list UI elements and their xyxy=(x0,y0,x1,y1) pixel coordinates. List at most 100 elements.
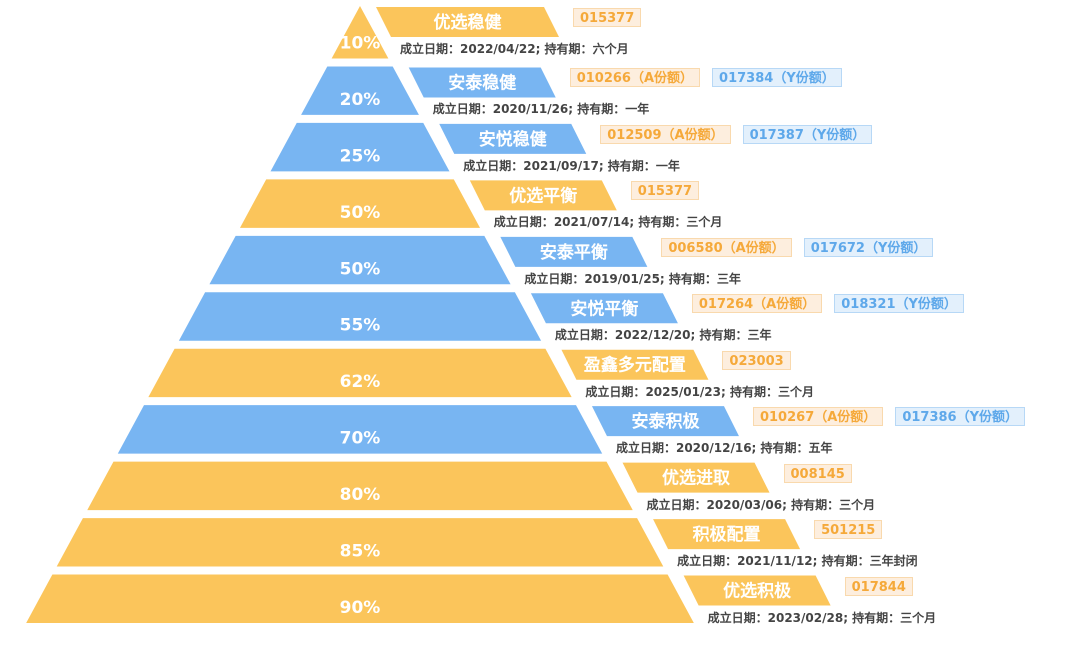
fund-code-a-tag: 010267（A份额） xyxy=(752,407,884,427)
info-prefix: 成立日期： xyxy=(463,158,524,173)
fund-name-label: 安悦稳健 xyxy=(479,129,547,150)
tier-name-tab xyxy=(408,67,556,98)
fund-name-label: 安悦平衡 xyxy=(570,298,638,319)
fund-code-y-tag: 017672（Y份额） xyxy=(803,237,934,257)
info-separator: ; 持有期： xyxy=(721,384,778,399)
holding-period: 三个月 xyxy=(686,215,723,230)
fund-info-line: 成立日期：2023/02/28; 持有期：三个月 xyxy=(708,609,937,626)
info-prefix: 成立日期： xyxy=(400,42,461,56)
fund-code-a-tag: 012509（A份额） xyxy=(600,124,731,144)
info-separator: ; 持有期： xyxy=(598,158,656,173)
tier-name-tab xyxy=(622,462,770,493)
fund-name-label: 优选平衡 xyxy=(509,185,577,206)
fund-info-line: 成立日期：2019/01/25; 持有期：三年 xyxy=(524,270,741,287)
established-date: 2022/04/22 xyxy=(460,42,536,56)
info-prefix: 成立日期： xyxy=(615,441,676,456)
info-prefix: 成立日期： xyxy=(493,215,554,230)
fund-name-label: 优选稳健 xyxy=(434,12,502,33)
info-prefix: 成立日期： xyxy=(707,610,768,625)
info-prefix: 成立日期： xyxy=(677,554,738,569)
pyramid-tier xyxy=(178,292,542,341)
info-separator: ; 持有期： xyxy=(843,610,901,625)
tier-percent-label: 80% xyxy=(340,485,381,505)
holding-period: 五年 xyxy=(808,441,833,456)
info-separator: ; 持有期： xyxy=(751,441,809,456)
tier-name-tab xyxy=(653,519,801,550)
fund-info-line: 成立日期：2020/11/26; 持有期：一年 xyxy=(433,100,650,117)
tier-name-tab xyxy=(439,123,587,154)
pyramid-tier xyxy=(270,122,450,172)
established-date: 2020/12/16 xyxy=(675,441,752,456)
holding-period: 六个月 xyxy=(592,42,629,56)
pyramid-tier xyxy=(148,348,572,398)
established-date: 2019/01/25 xyxy=(584,271,660,286)
holding-period: 三年 xyxy=(716,271,741,286)
info-separator: ; 持有期： xyxy=(568,102,626,117)
fund-name-label: 积极配置 xyxy=(693,525,761,545)
fund-code-a-tag: 023003 xyxy=(722,350,791,370)
pyramid-tier xyxy=(56,518,664,567)
fund-name-label: 安泰平衡 xyxy=(540,242,608,263)
holding-period: 一年 xyxy=(625,102,650,117)
established-date: 2025/01/23 xyxy=(645,384,721,399)
established-date: 2021/11/12 xyxy=(737,554,813,569)
info-separator: ; 持有期： xyxy=(629,215,687,230)
tier-percent-label: 50% xyxy=(340,203,381,223)
tier-name-tab xyxy=(530,293,678,324)
tier-percent-label: 25% xyxy=(340,146,381,166)
fund-code-a-tag: 017264（A份额） xyxy=(691,294,823,314)
info-prefix: 成立日期： xyxy=(646,497,707,512)
fund-code-y-tag: 017384（Y份额） xyxy=(712,68,842,88)
holding-period: 三个月 xyxy=(777,384,814,399)
pyramid-tier xyxy=(117,405,603,454)
fund-code-a-tag: 010266（A份额） xyxy=(569,68,701,88)
holding-period: 三年封闭 xyxy=(869,554,918,569)
fund-name-label: 优选进取 xyxy=(662,468,730,489)
established-date: 2020/11/26 xyxy=(492,102,569,117)
pyramid-tier xyxy=(26,574,694,623)
tier-percent-label: 62% xyxy=(340,372,381,392)
info-separator: ; 持有期： xyxy=(812,554,870,569)
tier-name-tab xyxy=(469,180,617,211)
established-date: 2021/09/17 xyxy=(523,158,599,173)
fund-code-a-tag: 501215 xyxy=(814,520,883,540)
tier-percent-label: 90% xyxy=(340,598,381,618)
holding-period: 三年 xyxy=(747,328,772,343)
holding-period: 一年 xyxy=(655,158,680,173)
fund-code-y-tag: 017387（Y份额） xyxy=(742,124,873,144)
fund-info-line: 成立日期：2020/03/06; 持有期：三个月 xyxy=(647,496,876,513)
pyramid-tier xyxy=(239,179,481,228)
info-prefix: 成立日期： xyxy=(432,102,493,117)
fund-code-a-tag: 015377 xyxy=(573,8,642,27)
established-date: 2022/12/20 xyxy=(614,328,691,343)
fund-info-line: 成立日期：2025/01/23; 持有期：三个月 xyxy=(585,383,814,400)
tier-percent-label: 70% xyxy=(340,429,381,449)
info-separator: ; 持有期： xyxy=(535,42,593,56)
holding-period: 三个月 xyxy=(900,610,937,625)
fund-name-label: 优选积极 xyxy=(723,581,791,602)
tier-percent-label: 50% xyxy=(340,259,381,279)
fund-info-line: 成立日期：2022/12/20; 持有期：三年 xyxy=(555,326,772,343)
info-separator: ; 持有期： xyxy=(659,271,717,286)
info-separator: ; 持有期： xyxy=(782,497,840,512)
established-date: 2020/03/06 xyxy=(706,497,783,512)
tier-percent-label: 10% xyxy=(340,33,381,53)
tier-percent-label: 85% xyxy=(340,542,381,562)
fund-name-label: 安泰积极 xyxy=(631,411,699,432)
fund-code-a-tag: 017844 xyxy=(844,576,913,596)
pyramid-tier xyxy=(209,235,511,285)
tier-percent-label: 20% xyxy=(340,90,381,110)
fund-code-a-tag: 015377 xyxy=(630,181,700,201)
established-date: 2023/02/28 xyxy=(767,610,844,625)
tier-name-tab xyxy=(500,236,648,267)
fund-info-line: 成立日期：2021/09/17; 持有期：一年 xyxy=(463,157,680,174)
fund-info-line: 成立日期：2021/07/14; 持有期：三个月 xyxy=(494,213,723,230)
fund-info-line: 成立日期：2021/11/12; 持有期：三年封闭 xyxy=(677,552,918,569)
fund-name-label: 安泰稳健 xyxy=(448,72,516,93)
pyramid-tier xyxy=(331,6,389,59)
fund-code-a-tag: 008145 xyxy=(783,463,852,483)
tier-name-tab xyxy=(683,575,831,606)
fund-info-line: 成立日期：2020/12/16; 持有期：五年 xyxy=(616,439,833,456)
pyramid-tier xyxy=(87,461,633,511)
holding-period: 三个月 xyxy=(839,497,876,512)
